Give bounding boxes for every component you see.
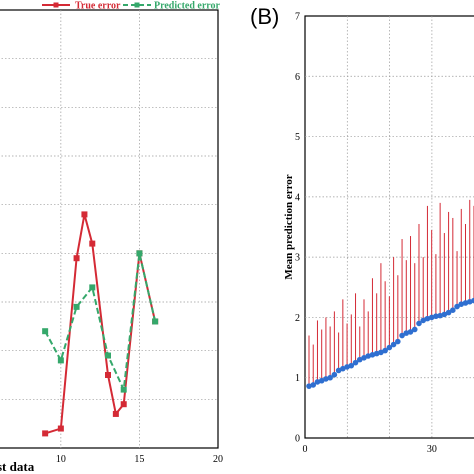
panel-a-predicted-error-point [120,386,127,393]
legend-predicted-error-label: Predicted error [154,1,221,12]
panel-b-predicted-error-dot [378,349,384,356]
panel-a-predicted-error-point [57,357,64,364]
panel-b-predicted-error-dot [454,303,460,310]
panel-b-predicted-error-dot [390,341,397,348]
panel-a-x-axis-label: st data [0,459,35,474]
panel-b-predicted-error-dot [399,332,405,339]
panel-a-line-chart: 10 15 20 st data True error Predicted erro… [0,1,223,474]
panel-b-letter: (B) [250,4,279,29]
panel-b-predicted-error-dot [433,313,439,320]
panel-b-predicted-error-dot [369,352,376,358]
panel-b-y-tick-label: 3 [295,253,300,264]
panel-a-true-error-point [105,372,111,378]
panel-b-predicted-error-dot [356,356,363,363]
panel-b-grid [305,16,474,438]
panel-b-y-tick-label: 1 [295,373,300,384]
panel-b-true-error-stems [308,199,474,387]
panel-a-predicted-error-point [73,303,80,310]
panel-b-predicted-error-dot [458,301,465,307]
panel-a-x-tick-label: 10 [56,454,66,465]
panel-b-predicted-error-dot [365,353,372,359]
panel-b-y-tick-label: 4 [295,192,300,203]
panel-b-predicted-error-dot [416,320,422,327]
panel-b-predicted-error-dot [386,344,393,351]
panel-b-predicted-error-dot [348,362,355,369]
panel-a-true-error-point [81,211,88,218]
panel-a-predicted-error-line [44,253,157,394]
panel-b-x-tick-label: 30 [427,444,437,455]
panel-b-y-tick-label: 7 [295,12,300,23]
panel-b-predicted-error-dot [445,309,452,316]
panel-a-predicted-error-point [105,352,111,359]
panel-b-predicted-error-dot [361,355,367,361]
panel-b-predicted-error-dot [428,314,435,321]
panel-b-predicted-error-dot [373,350,380,357]
panel-b-y-tick-label: 2 [295,313,300,324]
panel-b-predicted-error-dot [450,307,456,313]
panel-b-predicted-error-dot [403,330,410,336]
panel-a-tick-labels: 10 15 20 [56,454,223,465]
legend-predicted-error-marker [134,2,140,8]
panel-b-predicted-error-dot [352,359,359,366]
panel-a-true-error-point [42,430,49,437]
panel-b-predicted-error-dot [340,365,346,372]
panel-a-series [42,211,159,437]
panel-b-predicted-error-dot [314,379,321,385]
panel-b-scatter-chart: (B) 0 1 2 3 4 5 6 7 0 30 Mean prediction error [250,4,474,455]
panel-a-true-error-point [112,410,119,417]
legend-true-error-marker [53,2,59,8]
legend-true-error-label: True error [75,1,121,12]
panel-a-true-error-point [73,255,80,262]
panel-a-true-error-point [120,401,127,408]
panel-b-predicted-error-dot [335,367,342,374]
panel-b-predicted-error-dot [466,298,473,305]
panel-b-predicted-error-dot [424,315,431,322]
panel-b-predicted-error-dot [437,312,443,319]
panel-b-predicted-error-dot [344,364,350,370]
panel-a-predicted-error-point [89,284,96,291]
panel-a-predicted-error-point [152,318,159,325]
panel-b-predicted-error-dot [306,383,312,389]
panel-b-tick-labels: 0 1 2 3 4 5 6 7 0 30 [295,12,437,456]
panel-a-x-tick-label: 20 [213,454,223,465]
panel-b-y-tick-label: 0 [295,434,300,445]
panel-b-predicted-error-dot [310,382,317,388]
panel-b-predicted-error-dot [395,338,401,345]
panel-b-y-tick-label: 6 [295,72,300,83]
panel-a-x-tick-label: 15 [134,454,144,465]
panel-a-true-error-point [57,425,64,432]
panel-b-predicted-error-dot [420,317,427,324]
panel-b-predicted-error-dot [471,297,474,304]
panel-b-y-axis-label: Mean prediction error [283,174,295,279]
panel-b-predicted-error-dot [318,377,325,384]
panel-a-grid [0,10,218,448]
panel-b-predicted-error-dot [331,371,338,378]
panel-b-x-tick-label: 0 [303,444,308,455]
panel-b-predicted-error-dots [306,297,474,389]
panel-a-legend: True error Predicted error [42,1,221,12]
panel-a-predicted-error-point [136,250,143,257]
panel-b-predicted-error-dot [323,376,329,382]
panel-b-predicted-error-dot [441,311,448,318]
panel-b-predicted-error-dot [411,326,418,333]
panel-b-y-tick-label: 5 [295,132,300,143]
panel-b-predicted-error-dot [327,374,333,381]
panel-a-predicted-error-point [42,328,49,335]
panel-a-true-error-point [89,240,96,247]
panel-b-predicted-error-dot [462,300,469,306]
panel-b-predicted-error-dot [382,347,388,354]
panel-b-predicted-error-dot [407,329,414,335]
